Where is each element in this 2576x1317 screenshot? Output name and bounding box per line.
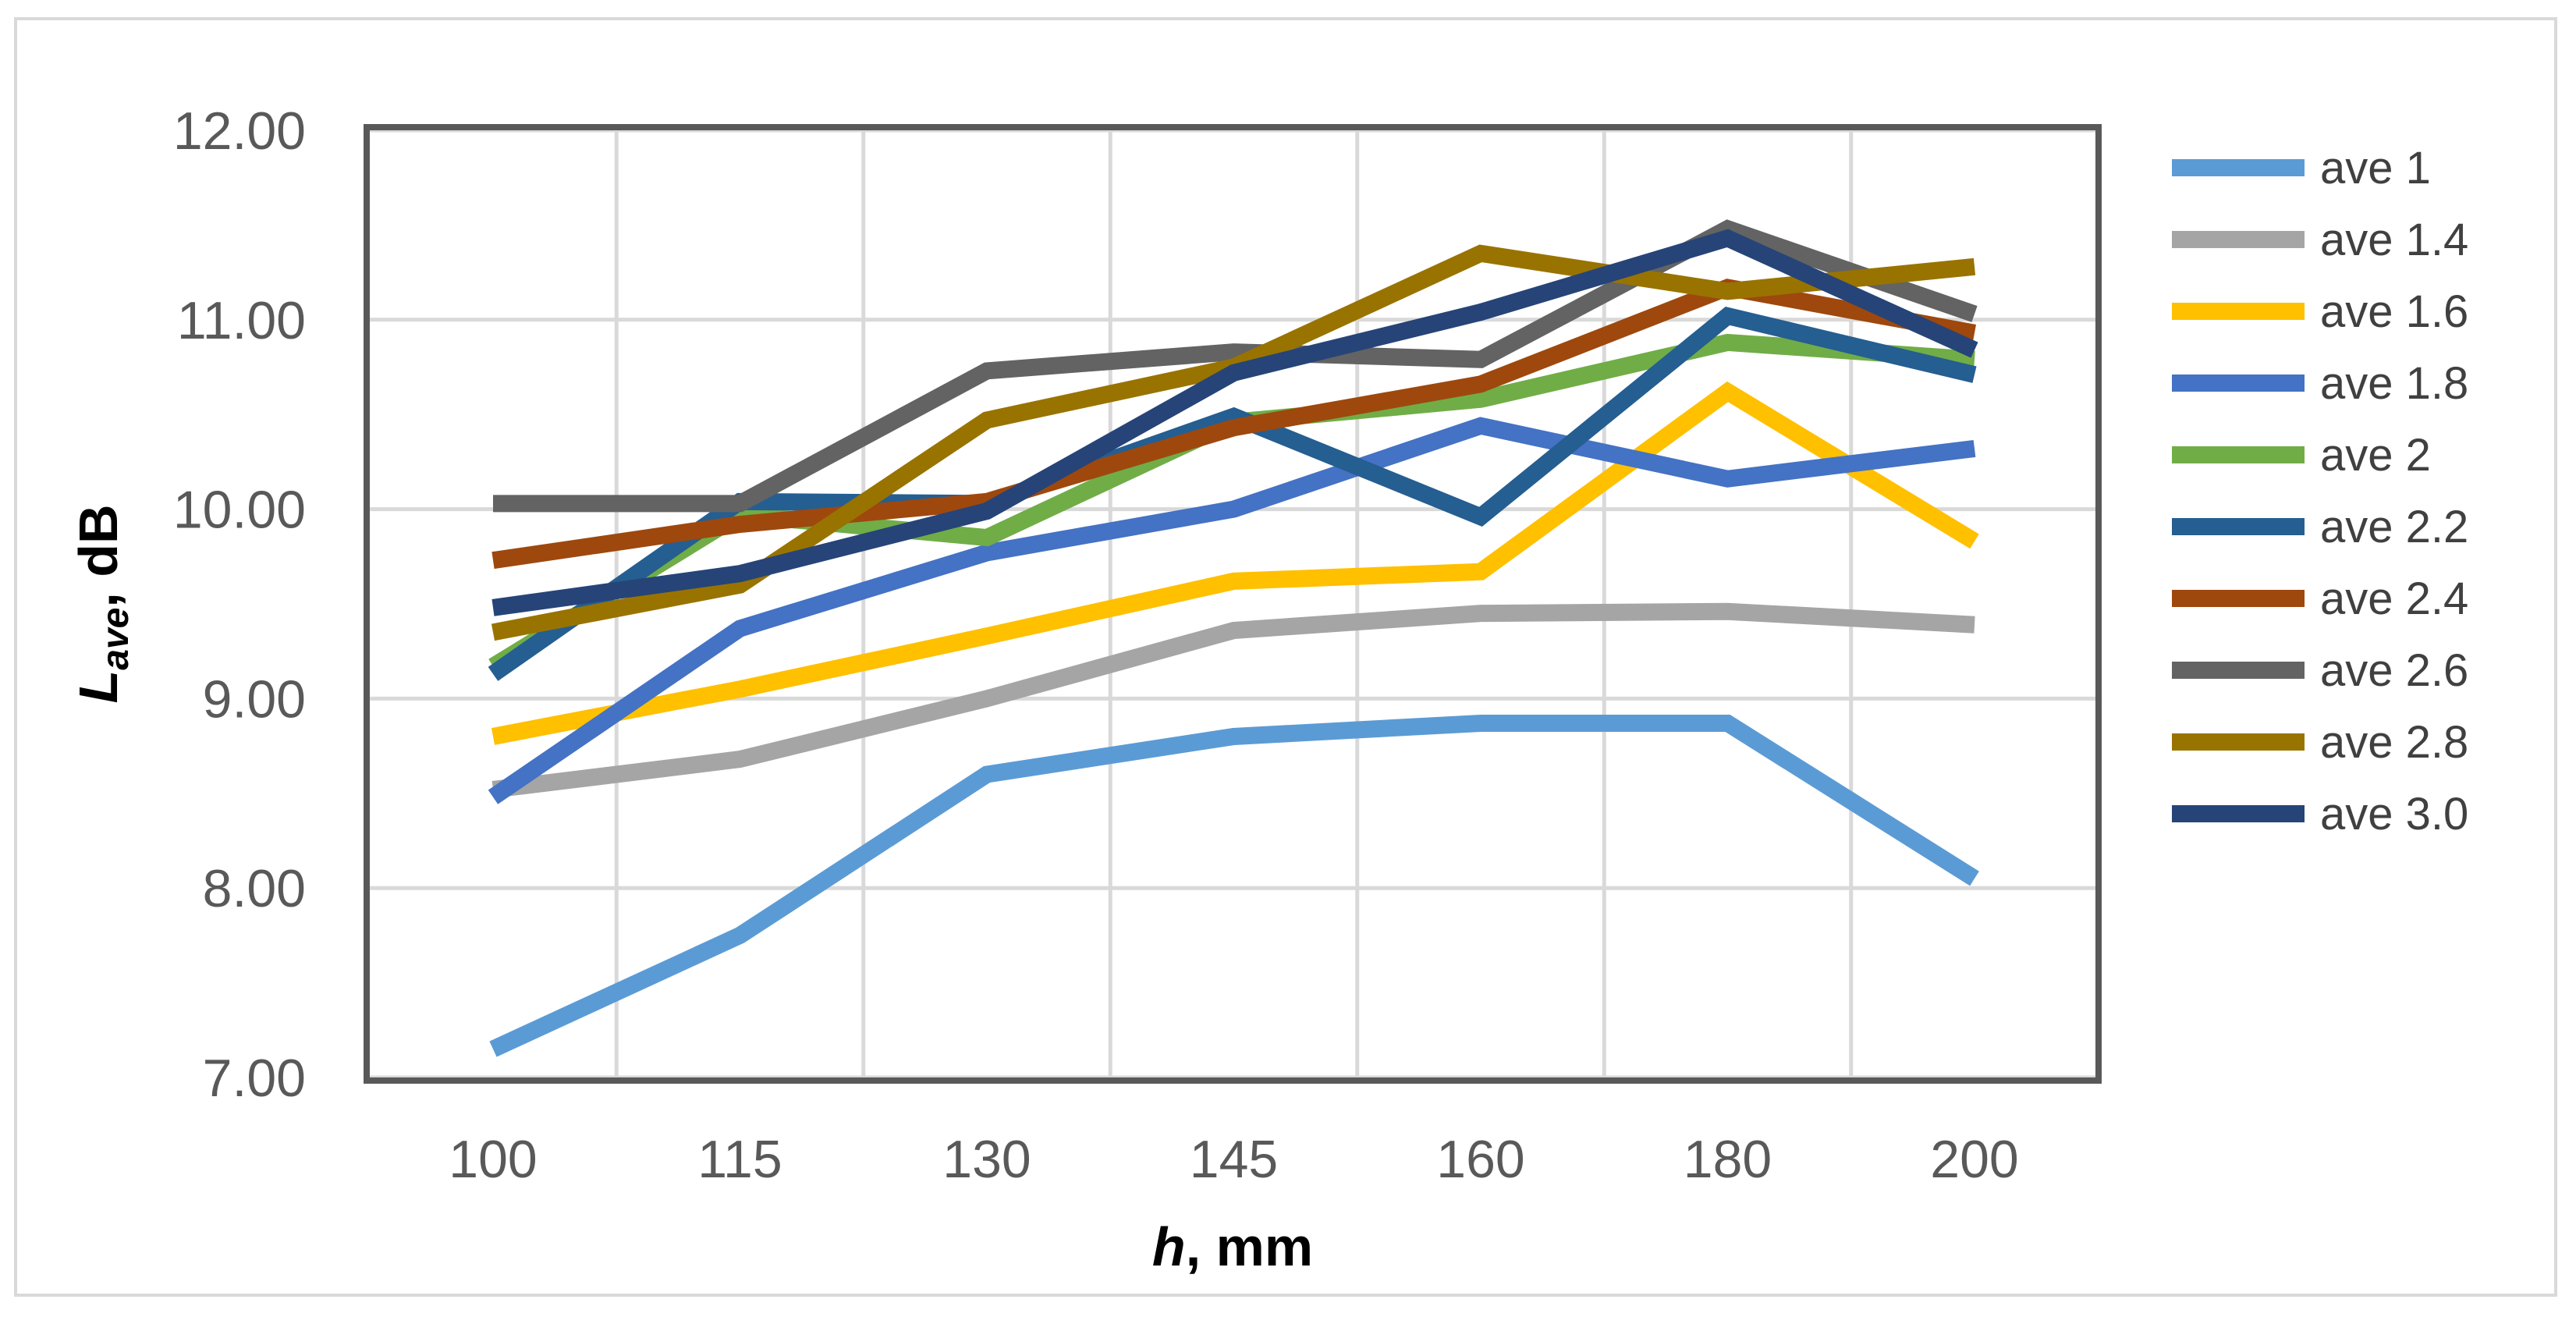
legend-label: ave 2 (2320, 430, 2431, 481)
legend-label: ave 1 (2320, 143, 2431, 193)
series-line-ave-1_6 (491, 381, 1979, 745)
legend-item: ave 1.6 (2172, 286, 2468, 337)
legend-label: ave 2.4 (2320, 573, 2468, 624)
y-tick-label: 9.00 (203, 669, 306, 729)
x-axis-ticks: 100 115 130 145 160 180 200 (449, 1130, 2018, 1189)
legend: ave 1 ave 1.4 ave 1.6 ave 1.8 ave 2 ave 2.2 av… (2172, 143, 2468, 840)
x-tick-label: 200 (1930, 1130, 2018, 1189)
legend-item: ave 2 (2172, 430, 2431, 481)
x-tick-label: 180 (1684, 1130, 1772, 1189)
legend-label: ave 2.6 (2320, 645, 2468, 696)
legend-label: ave 3.0 (2320, 789, 2468, 840)
x-axis-title-main: h (1152, 1216, 1186, 1277)
x-tick-label: 115 (697, 1130, 782, 1189)
legend-label: ave 1.4 (2320, 215, 2468, 265)
y-axis-title: Lave, dB (68, 504, 137, 703)
x-tick-label: 130 (942, 1130, 1031, 1189)
legend-item: ave 3.0 (2172, 789, 2468, 840)
y-axis-ticks: 7.00 8.00 9.00 10.00 11.00 12.00 (173, 101, 306, 1108)
legend-label: ave 2.8 (2320, 717, 2468, 768)
series-line-ave-1 (489, 714, 1979, 1057)
y-axis-title-rest: , dB (68, 504, 129, 607)
legend-label: ave 2.2 (2320, 502, 2468, 552)
legend-item: ave 2.2 (2172, 502, 2468, 552)
y-tick-label: 7.00 (203, 1049, 306, 1108)
y-tick-label: 10.00 (173, 481, 306, 540)
series-line-ave-2_6 (493, 219, 1978, 513)
series-line-ave-3_0 (491, 229, 1978, 616)
y-tick-label: 8.00 (203, 859, 306, 918)
legend-item: ave 2.6 (2172, 645, 2468, 696)
legend-item: ave 2.8 (2172, 717, 2468, 768)
legend-label: ave 1.6 (2320, 286, 2468, 337)
series-lines (488, 219, 1979, 1057)
x-tick-label: 145 (1190, 1130, 1278, 1189)
legend-item: ave 1.4 (2172, 215, 2468, 265)
legend-item: ave 2.4 (2172, 573, 2468, 624)
legend-item: ave 1 (2172, 143, 2431, 193)
legend-label: ave 1.8 (2320, 358, 2468, 409)
y-axis-title-sub: ave (95, 608, 137, 670)
x-axis-title-rest: , mm (1186, 1216, 1313, 1277)
y-tick-label: 11.00 (177, 291, 306, 350)
series-line-ave-1_4 (491, 602, 1975, 798)
x-tick-label: 100 (449, 1130, 537, 1189)
y-tick-label: 12.00 (173, 101, 306, 161)
x-axis-title: h, mm (1152, 1216, 1313, 1277)
legend-item: ave 1.8 (2172, 358, 2468, 409)
x-tick-label: 160 (1436, 1130, 1524, 1189)
series-line-ave-1_8 (488, 417, 1976, 804)
y-axis-title-main: L (68, 670, 129, 704)
plot-area-border (364, 124, 2102, 1084)
